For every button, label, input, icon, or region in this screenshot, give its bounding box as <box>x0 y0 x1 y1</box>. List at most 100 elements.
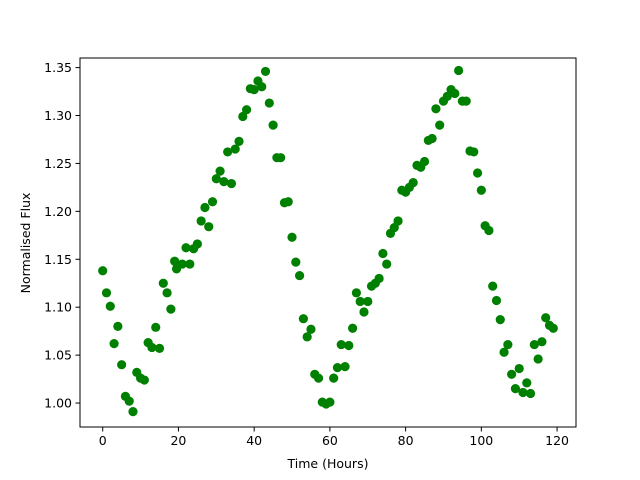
y-tick-label: 1.35 <box>44 60 72 75</box>
data-point-13 <box>147 342 157 353</box>
data-point-74 <box>378 248 388 259</box>
data-point-65 <box>344 340 354 351</box>
data-point-85 <box>419 156 430 167</box>
data-point-87 <box>427 133 437 144</box>
x-tick-label: 80 <box>398 433 414 448</box>
data-point-18 <box>166 304 176 314</box>
data-point-54 <box>302 332 312 342</box>
data-point-49 <box>283 197 293 207</box>
data-points <box>98 65 558 417</box>
data-point-35 <box>230 144 240 154</box>
data-point-116 <box>537 337 547 347</box>
data-point-110 <box>514 363 524 374</box>
data-point-111 <box>518 387 528 398</box>
data-point-26 <box>196 216 206 226</box>
data-point-66 <box>348 323 358 333</box>
data-point-104 <box>491 295 502 306</box>
y-tick-label: 1.25 <box>44 156 72 171</box>
data-point-69 <box>359 307 369 317</box>
y-tick-label: 1.05 <box>44 348 72 363</box>
data-point-14 <box>151 322 161 332</box>
data-point-47 <box>276 153 286 163</box>
data-point-0 <box>98 266 108 276</box>
x-tick-label: 20 <box>170 433 186 448</box>
data-point-50 <box>287 232 297 242</box>
data-point-30 <box>211 174 221 184</box>
data-point-112 <box>522 378 532 388</box>
data-point-89 <box>435 120 445 130</box>
data-point-88 <box>431 104 441 114</box>
y-tick-label: 1.10 <box>44 300 72 315</box>
data-point-45 <box>268 120 278 130</box>
y-tick-label: 1.15 <box>44 252 72 267</box>
data-point-16 <box>158 278 168 288</box>
data-point-15 <box>154 343 165 354</box>
data-point-51 <box>291 257 301 267</box>
data-point-91 <box>442 91 452 101</box>
x-tick-label: 100 <box>469 433 493 448</box>
data-point-19 <box>170 256 180 266</box>
y-tick-label: 1.30 <box>44 108 72 123</box>
x-axis-label: Time (Hours) <box>287 456 369 471</box>
x-tick-label: 60 <box>322 433 338 448</box>
data-point-105 <box>495 315 505 325</box>
data-point-70 <box>363 296 373 307</box>
data-point-115 <box>533 354 543 364</box>
data-point-42 <box>257 82 267 92</box>
data-point-7 <box>124 396 134 406</box>
data-point-119 <box>548 323 558 333</box>
data-point-8 <box>128 407 138 417</box>
data-point-82 <box>408 178 418 188</box>
x-tick-label: 40 <box>246 433 262 448</box>
data-point-93 <box>450 88 460 99</box>
data-point-31 <box>215 166 225 176</box>
x-tick-label: 0 <box>99 433 107 448</box>
x-axis-ticks: 0 20 40 60 80 100 120 <box>99 427 569 448</box>
data-point-94 <box>454 65 464 76</box>
data-point-33 <box>223 147 233 157</box>
plot-frame <box>79 57 577 428</box>
data-point-113 <box>525 388 536 399</box>
data-point-63 <box>336 339 346 350</box>
data-point-77 <box>389 223 399 233</box>
data-point-44 <box>264 98 274 108</box>
data-point-1 <box>101 288 112 298</box>
data-point-57 <box>313 373 324 383</box>
data-point-107 <box>503 339 513 350</box>
data-point-3 <box>109 339 119 349</box>
y-tick-label: 1.00 <box>44 396 72 411</box>
data-point-78 <box>393 216 403 226</box>
data-point-29 <box>207 197 218 207</box>
data-point-21 <box>177 259 187 269</box>
data-point-32 <box>219 177 229 187</box>
data-point-61 <box>329 373 339 383</box>
data-point-43 <box>260 66 271 77</box>
data-point-73 <box>374 273 384 284</box>
y-axis-ticks: 1.00 1.05 1.10 1.15 1.20 1.25 1.30 1.35 <box>44 60 80 411</box>
data-point-22 <box>181 243 191 253</box>
data-point-11 <box>139 375 149 385</box>
data-point-103 <box>488 281 498 291</box>
data-point-106 <box>499 347 509 357</box>
data-point-28 <box>204 222 214 232</box>
data-point-67 <box>351 288 361 298</box>
data-point-5 <box>117 360 127 370</box>
x-tick-label: 120 <box>545 433 569 448</box>
data-point-2 <box>105 301 115 311</box>
data-point-114 <box>529 339 539 350</box>
data-point-36 <box>234 136 244 146</box>
data-point-68 <box>355 296 365 307</box>
data-point-38 <box>242 105 252 115</box>
data-point-75 <box>382 259 392 269</box>
data-point-99 <box>472 168 483 178</box>
data-point-17 <box>162 288 172 298</box>
data-point-27 <box>200 202 210 213</box>
data-point-98 <box>469 147 479 157</box>
data-point-4 <box>113 321 123 331</box>
data-point-96 <box>461 96 471 106</box>
data-point-37 <box>238 111 248 122</box>
data-point-108 <box>507 369 517 379</box>
data-point-64 <box>340 362 350 372</box>
